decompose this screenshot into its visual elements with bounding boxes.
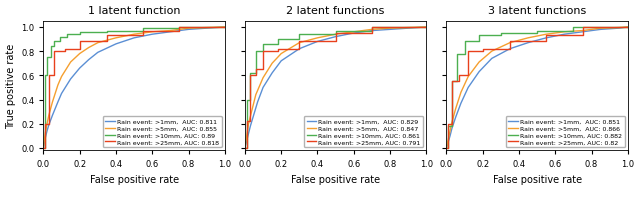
Title: 3 latent functions: 3 latent functions bbox=[488, 6, 586, 15]
X-axis label: False positive rate: False positive rate bbox=[90, 174, 179, 184]
Title: 1 latent function: 1 latent function bbox=[88, 6, 180, 15]
X-axis label: False positive rate: False positive rate bbox=[291, 174, 380, 184]
X-axis label: False positive rate: False positive rate bbox=[493, 174, 582, 184]
Title: 2 latent functions: 2 latent functions bbox=[287, 6, 385, 15]
Legend: Rain event: >1mm,  AUC: 0.829, Rain event: >5mm,  AUC: 0.847, Rain event: >10mm,: Rain event: >1mm, AUC: 0.829, Rain event… bbox=[304, 116, 423, 147]
Legend: Rain event: >1mm,  AUC: 0.851, Rain event: >5mm,  AUC: 0.866, Rain event: >10mm,: Rain event: >1mm, AUC: 0.851, Rain event… bbox=[506, 116, 625, 147]
Legend: Rain event: >1mm,  AUC: 0.811, Rain event: >5mm,  AUC: 0.855, Rain event: >10mm,: Rain event: >1mm, AUC: 0.811, Rain event… bbox=[103, 116, 221, 147]
Y-axis label: True positive rate: True positive rate bbox=[6, 44, 15, 129]
